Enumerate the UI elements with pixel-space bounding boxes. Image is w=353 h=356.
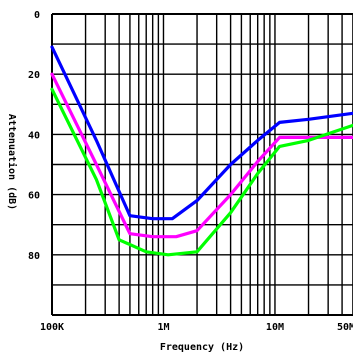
series-line-2 <box>50 72 353 239</box>
x-axis-label: Frequency (Hz) <box>160 342 244 353</box>
series-layer <box>50 45 353 257</box>
tick-labels: 100K 1M 10M 50M 0 20 40 60 80 <box>28 10 353 333</box>
x-tick-label: 50M <box>337 322 353 333</box>
y-tick-label: 40 <box>28 130 40 141</box>
series-line-1 <box>50 45 353 221</box>
x-tick-label: 1M <box>157 322 169 333</box>
series-line-3 <box>50 87 353 257</box>
y-tick-label: 20 <box>28 70 40 81</box>
y-axis-label: Attenuation (dB) <box>6 114 18 210</box>
y-tick-label: 80 <box>28 251 40 262</box>
x-tick-label: 100K <box>40 322 64 333</box>
y-tick-label: 60 <box>28 191 40 202</box>
y-tick-label: 0 <box>34 10 40 21</box>
x-tick-label: 10M <box>266 322 284 333</box>
